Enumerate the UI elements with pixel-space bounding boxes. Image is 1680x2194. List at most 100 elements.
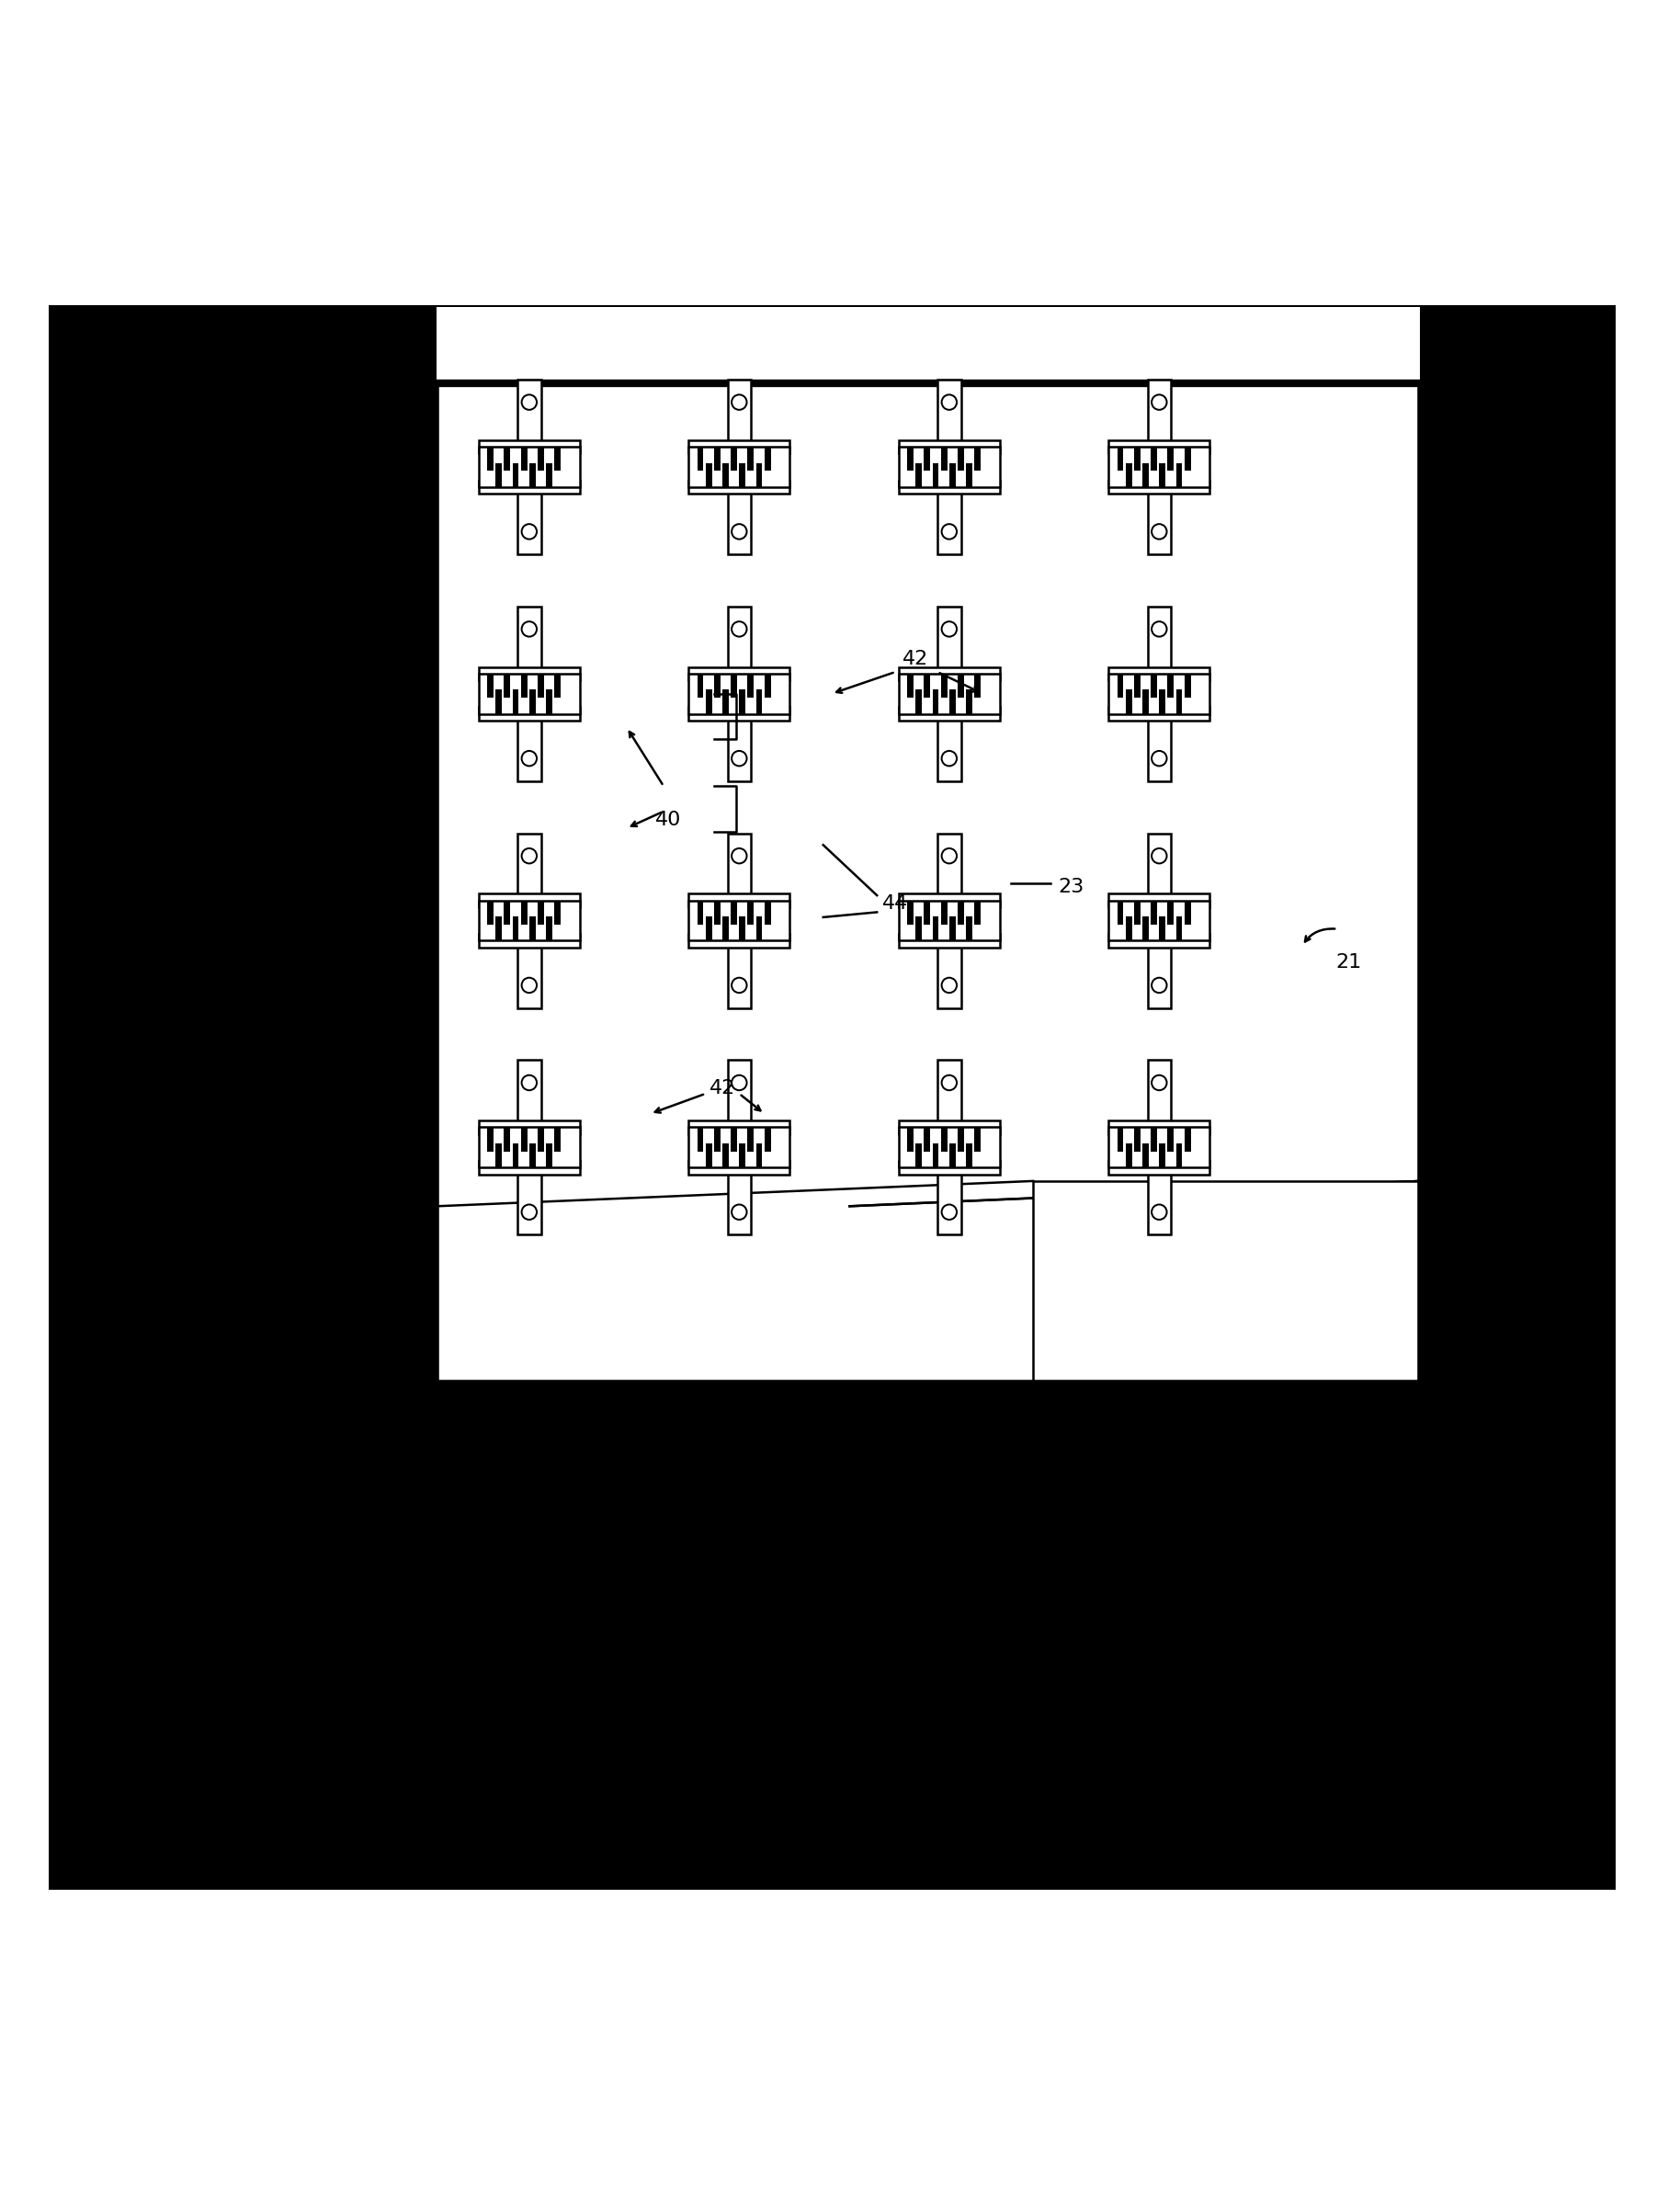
Bar <box>941 1128 948 1152</box>
Bar <box>487 448 494 472</box>
Bar <box>1142 1143 1149 1167</box>
Bar <box>899 1161 1000 1174</box>
Circle shape <box>941 750 956 766</box>
Bar <box>689 893 790 906</box>
Bar <box>504 900 511 924</box>
Bar <box>517 1060 541 1128</box>
Bar <box>748 448 754 472</box>
Bar <box>479 900 580 941</box>
Bar <box>689 480 790 494</box>
Bar <box>697 448 704 472</box>
Circle shape <box>521 1205 538 1220</box>
Bar <box>1109 893 1210 906</box>
Bar <box>1147 487 1171 555</box>
Bar <box>1159 463 1166 487</box>
Bar <box>437 1207 1420 1382</box>
Circle shape <box>732 750 746 766</box>
Circle shape <box>941 1205 956 1220</box>
Bar <box>554 448 561 472</box>
Bar <box>958 448 964 472</box>
Bar <box>517 1167 541 1235</box>
Bar <box>916 917 922 941</box>
Bar <box>1168 900 1174 924</box>
Bar <box>907 448 914 472</box>
Bar <box>714 674 721 698</box>
Bar <box>437 307 1420 384</box>
Bar <box>727 487 751 555</box>
Bar <box>924 900 931 924</box>
Bar <box>1109 935 1210 948</box>
Bar <box>739 917 746 941</box>
Circle shape <box>941 849 956 864</box>
Bar <box>689 706 790 720</box>
Bar <box>697 900 704 924</box>
Circle shape <box>1152 979 1166 994</box>
Text: 44: 44 <box>882 895 907 913</box>
Bar <box>937 380 961 448</box>
Circle shape <box>732 395 746 410</box>
Bar <box>727 941 751 1007</box>
Bar <box>756 917 763 941</box>
Bar <box>479 674 580 713</box>
Bar <box>966 689 973 713</box>
Bar <box>899 900 1000 941</box>
Bar <box>1033 1180 1420 1382</box>
Bar <box>899 893 1000 906</box>
Bar <box>1109 1128 1210 1167</box>
Bar <box>727 713 751 781</box>
Bar <box>521 674 528 698</box>
Bar <box>1134 1128 1141 1152</box>
Bar <box>966 917 973 941</box>
Bar <box>512 689 519 713</box>
Bar <box>517 713 541 781</box>
Bar <box>1109 900 1210 941</box>
Bar <box>479 448 580 487</box>
Bar <box>706 1143 712 1167</box>
Bar <box>479 667 580 680</box>
Bar <box>966 463 973 487</box>
Circle shape <box>1152 750 1166 766</box>
Bar <box>899 1128 1000 1167</box>
Bar <box>748 674 754 698</box>
Bar <box>1109 441 1210 454</box>
Circle shape <box>941 979 956 994</box>
Circle shape <box>1152 524 1166 540</box>
Bar <box>1134 900 1141 924</box>
Circle shape <box>732 524 746 540</box>
Bar <box>517 380 541 448</box>
Bar <box>437 384 1420 1382</box>
Bar <box>1109 706 1210 720</box>
Bar <box>529 917 536 941</box>
Bar <box>907 674 914 698</box>
Bar <box>748 900 754 924</box>
Bar <box>1109 674 1210 713</box>
Bar <box>937 606 961 674</box>
Bar <box>504 1128 511 1152</box>
Bar <box>974 674 981 698</box>
Bar <box>739 1143 746 1167</box>
Bar <box>739 689 746 713</box>
Bar <box>916 689 922 713</box>
Bar <box>487 900 494 924</box>
Circle shape <box>732 1075 746 1090</box>
Circle shape <box>1152 1075 1166 1090</box>
Bar <box>546 463 553 487</box>
Bar <box>974 900 981 924</box>
Bar <box>437 384 1420 1382</box>
Bar <box>1168 448 1174 472</box>
Bar <box>697 674 704 698</box>
Bar <box>1134 674 1141 698</box>
Bar <box>496 463 502 487</box>
Bar <box>437 1207 1420 1382</box>
Bar <box>697 1128 704 1152</box>
Bar <box>1159 689 1166 713</box>
Bar <box>899 1121 1000 1134</box>
Bar <box>479 935 580 948</box>
Bar <box>1184 674 1191 698</box>
Bar <box>937 834 961 900</box>
Bar <box>689 441 790 454</box>
Text: 42: 42 <box>902 649 929 669</box>
Bar <box>689 1121 790 1134</box>
Bar <box>529 689 536 713</box>
Bar <box>1176 689 1183 713</box>
